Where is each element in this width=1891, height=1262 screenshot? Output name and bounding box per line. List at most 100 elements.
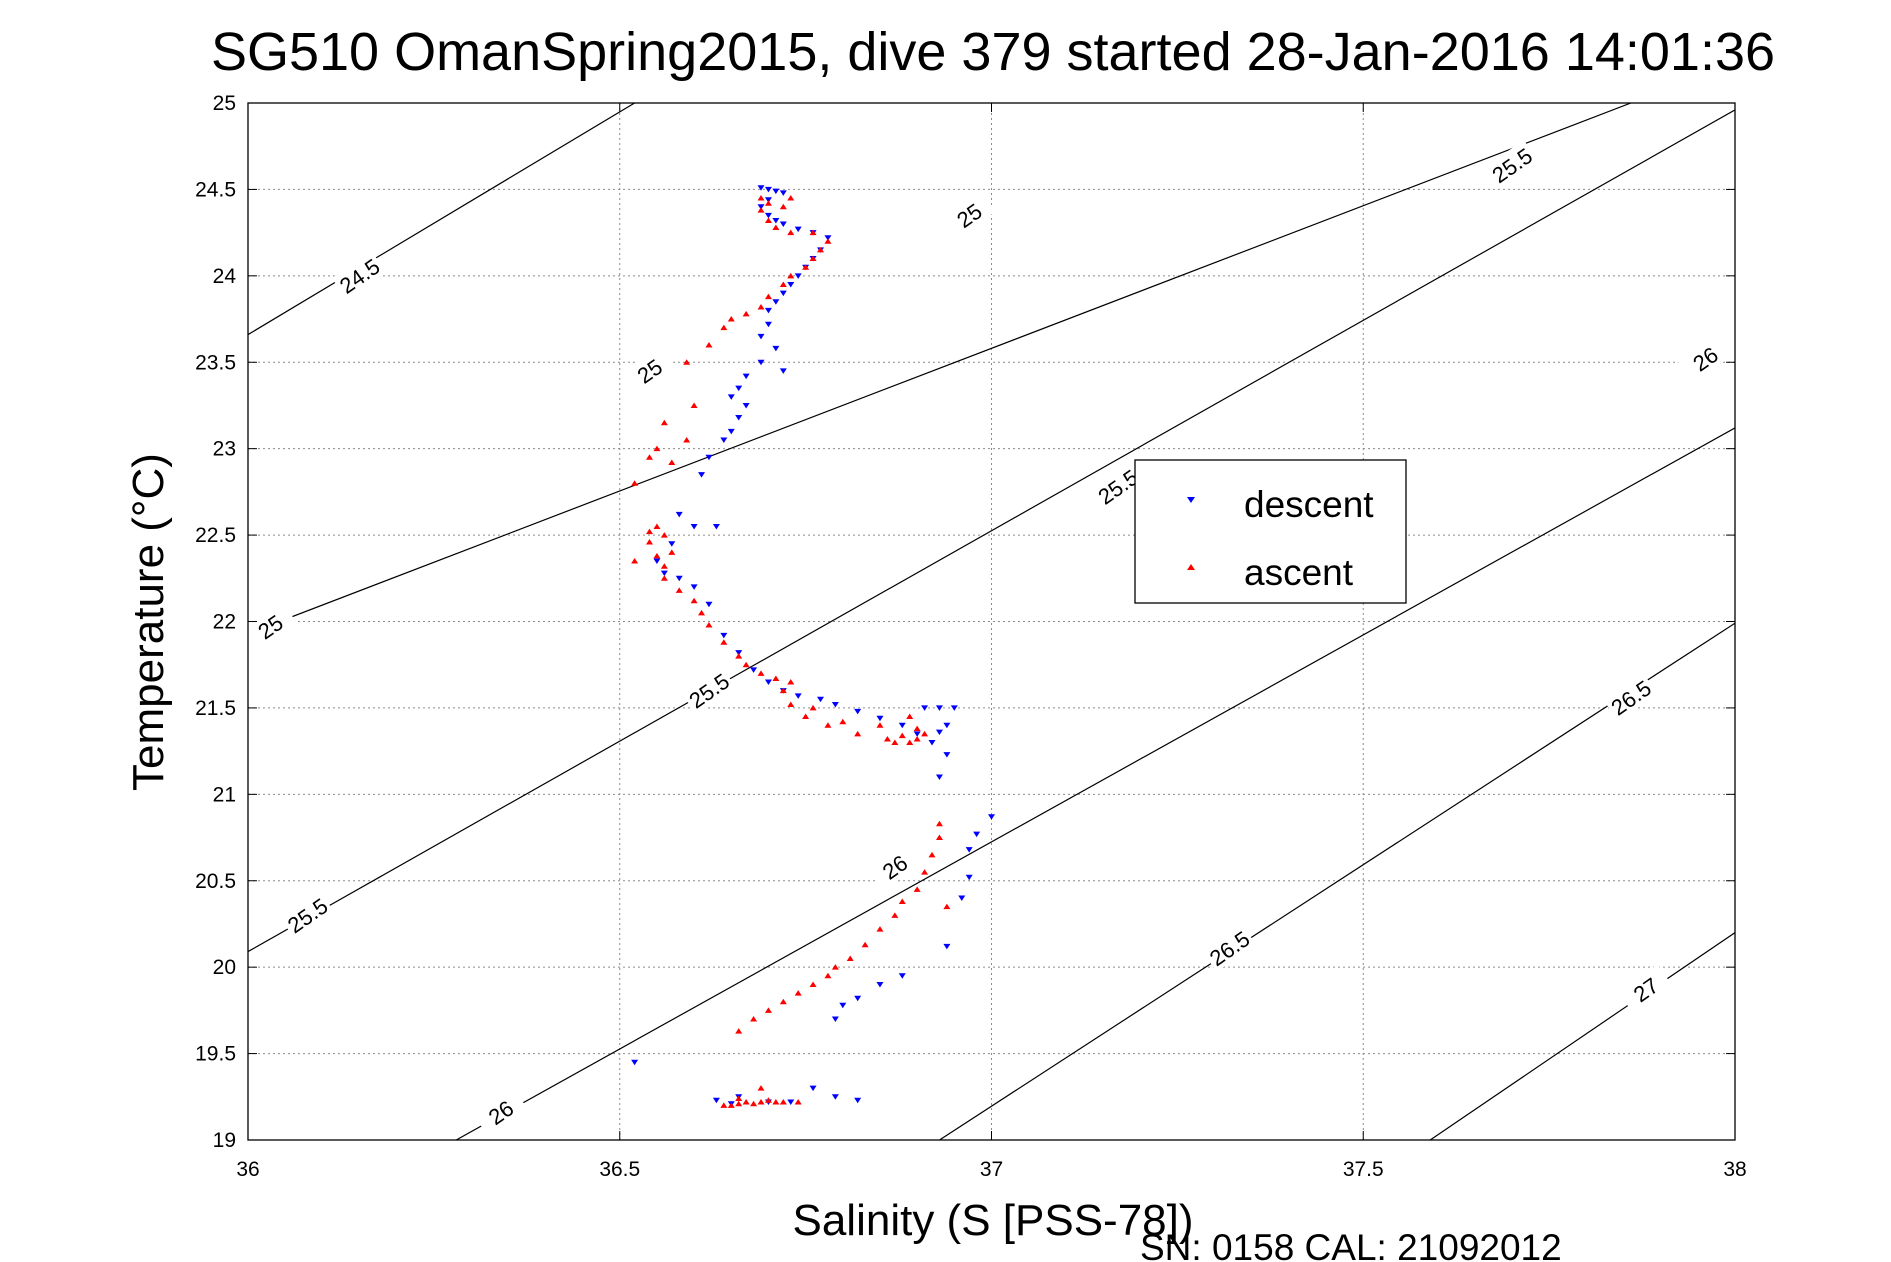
descent-point — [757, 185, 765, 191]
descent-point — [772, 345, 780, 352]
x-tick-label: 38 — [1723, 1158, 1746, 1181]
ascent-point — [631, 558, 639, 564]
ascent-point — [921, 869, 929, 875]
ascent-point — [750, 1100, 758, 1107]
ascent-point — [891, 912, 899, 918]
ascent-point — [660, 419, 668, 426]
descent-point — [824, 235, 832, 241]
descent-point — [690, 523, 698, 530]
plot-area — [248, 103, 1735, 1140]
descent-point — [794, 226, 802, 233]
ascent-point — [876, 722, 884, 728]
y-tick-label: 21 — [213, 783, 236, 806]
ascent-point — [764, 293, 772, 300]
y-tick-label: 21.5 — [195, 697, 236, 720]
descent-point — [712, 523, 720, 530]
y-tick-label: 20 — [213, 956, 236, 979]
ascent-point — [779, 203, 787, 210]
density-contour-27 — [1429, 932, 1735, 1140]
descent-point — [787, 1099, 795, 1105]
ascent-point — [861, 941, 869, 948]
descent-point — [653, 558, 661, 565]
descent-point — [831, 1016, 839, 1023]
ascent-point — [764, 217, 772, 224]
density-contour-25 — [248, 103, 1632, 635]
descent-point — [943, 943, 951, 950]
contour-label-background — [279, 890, 335, 939]
descent-point — [772, 218, 780, 224]
descent-point — [898, 722, 906, 729]
ascent-point — [757, 303, 765, 310]
y-tick-label: 24.5 — [195, 178, 236, 201]
ascent-point — [757, 1098, 765, 1105]
descent-point — [757, 204, 765, 210]
contour-label-background — [1618, 964, 1673, 1014]
ascent-point — [683, 359, 691, 365]
descent-point — [705, 601, 713, 608]
x-tick-label: 37.5 — [1343, 1158, 1384, 1181]
ascent-point — [742, 661, 750, 668]
ascent-point — [809, 229, 817, 236]
descent-point — [735, 385, 743, 392]
descent-point — [720, 632, 728, 639]
contour-label-background — [941, 190, 996, 239]
x-tick-label: 36.5 — [599, 1158, 640, 1181]
ascent-point — [720, 1102, 728, 1108]
density-contour-24.5 — [248, 103, 635, 336]
ascent-point — [779, 998, 787, 1005]
ascent-point — [921, 730, 929, 737]
contour-label-background — [1484, 139, 1539, 189]
ascent-point — [787, 229, 795, 236]
serial-calibration-note: SN: 0158 CAL: 21092012 — [1140, 1227, 1562, 1262]
descent-point — [772, 299, 780, 305]
ascent-point — [727, 1102, 735, 1108]
contour-label-background — [473, 1087, 528, 1136]
descent-point — [757, 359, 765, 366]
ascent-point — [891, 739, 899, 745]
descent-point — [764, 321, 772, 328]
descent-point — [675, 575, 683, 582]
ascent-point — [757, 207, 765, 213]
descent-point — [831, 1094, 839, 1100]
ascent-point — [727, 316, 735, 322]
ascent-point — [809, 704, 817, 711]
density-contour-labels: 24.525252525.525.525.525.526262626.526.5… — [242, 139, 1732, 1136]
data-points — [631, 185, 995, 1108]
descent-point — [988, 814, 995, 820]
descent-point — [720, 437, 728, 444]
y-tick-label: 22.5 — [195, 524, 236, 547]
density-contour-26 — [455, 427, 1735, 1140]
ascent-point — [757, 1085, 765, 1091]
descent-point — [854, 995, 862, 1002]
descent-point — [779, 190, 787, 196]
descent-point — [631, 1059, 639, 1066]
ascent-point — [779, 1098, 787, 1105]
ascent-point — [764, 200, 772, 206]
ascent-point — [764, 1097, 772, 1103]
descent-point — [705, 454, 713, 461]
descent-point — [675, 511, 683, 518]
legend-descent-label: descent — [1244, 484, 1374, 525]
ascent-point — [935, 834, 943, 841]
legend: descent ascent — [1134, 459, 1407, 604]
legend-ascent-label: ascent — [1244, 552, 1354, 593]
ascent-point — [779, 281, 787, 287]
ascent-point — [787, 195, 795, 201]
descent-point — [764, 197, 772, 203]
ascent-point — [660, 563, 668, 569]
ascent-point — [935, 820, 943, 827]
ascent-point — [735, 1100, 743, 1107]
legend-descent-marker — [1187, 497, 1195, 503]
descent-point — [876, 715, 884, 722]
descent-point — [935, 705, 943, 711]
descent-point — [854, 1097, 862, 1104]
descent-point — [921, 705, 929, 711]
contour-label-background — [331, 250, 387, 300]
contour-label: 26 — [1677, 333, 1732, 383]
descent-point — [809, 1085, 817, 1092]
density-contour-26.5 — [939, 622, 1735, 1140]
density-contours — [248, 103, 1735, 1140]
ascent-point — [809, 981, 817, 987]
y-tick-label: 23 — [213, 438, 236, 461]
